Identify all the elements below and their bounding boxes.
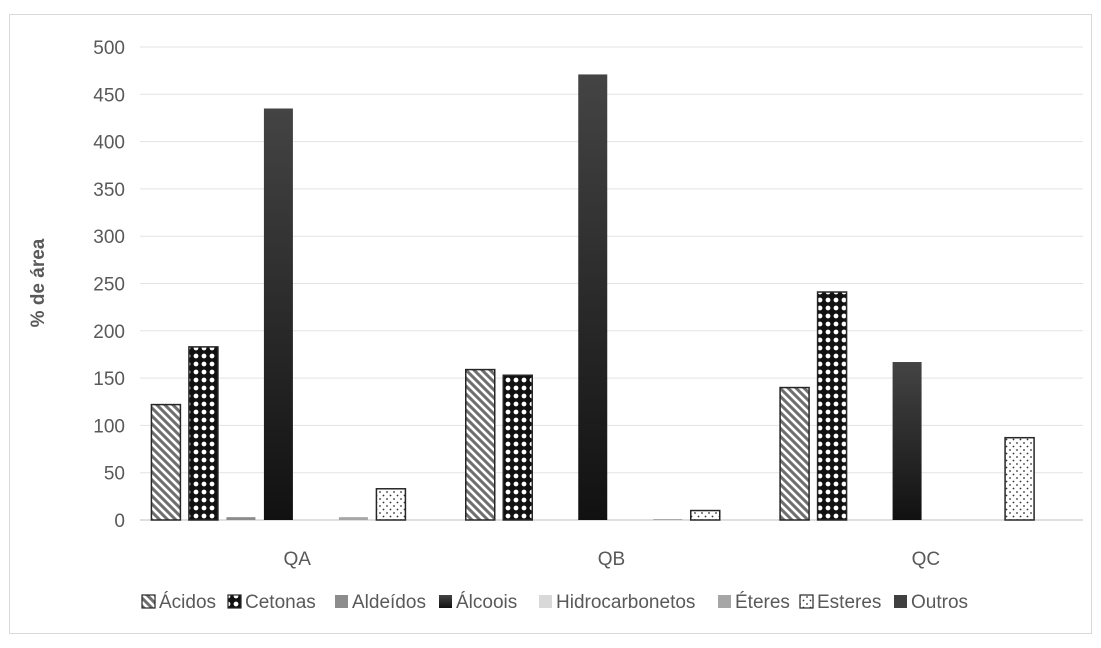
legend-item: Esteres	[799, 592, 881, 613]
bar	[1004, 436, 1035, 521]
legend-swatch	[227, 594, 242, 609]
legend-item: Cetonas	[227, 592, 316, 613]
bar	[653, 519, 683, 520]
bar	[892, 362, 922, 520]
legend-label: Álcoois	[456, 592, 517, 613]
y-tick-label: 100	[93, 416, 125, 437]
legend-label: Esteres	[817, 592, 881, 613]
grid-lines	[140, 46, 1083, 521]
legend-item: Hidrocarbonetos	[539, 592, 695, 613]
legend-label: Hidrocarbonetos	[556, 592, 695, 613]
x-tick-labels: QA QB QC	[283, 549, 940, 570]
legend-swatch	[718, 595, 731, 608]
y-tick-label: 450	[93, 85, 125, 106]
bar	[816, 291, 848, 521]
legend-swatch	[799, 594, 814, 609]
bar	[263, 108, 293, 521]
legend-swatch	[439, 595, 452, 608]
legend-item: Álcoois	[439, 592, 517, 613]
legend-swatch	[539, 595, 552, 608]
y-tick-label: 350	[93, 180, 125, 201]
legend-label: Ácidos	[159, 592, 216, 613]
y-tick-labels: 0 50 100 150 200 250 300 350 400 450 500	[93, 38, 125, 532]
legend-label: Outros	[911, 592, 968, 613]
x-tick-label: QC	[912, 549, 941, 570]
legend-item: Outros	[894, 592, 968, 613]
y-tick-label: 200	[93, 322, 125, 343]
bar	[375, 488, 407, 521]
y-tick-label: 0	[114, 511, 125, 532]
legend-swatch	[335, 595, 348, 608]
bar	[690, 509, 721, 521]
bars	[150, 74, 1035, 521]
legend-swatch	[141, 594, 156, 609]
x-tick-label: QA	[283, 549, 311, 570]
legend-label: Aldeídos	[352, 592, 426, 613]
bar	[226, 517, 256, 520]
y-tick-label: 400	[93, 133, 125, 154]
y-tick-label: 500	[93, 38, 125, 59]
bar	[150, 403, 182, 521]
legend-item: Aldeídos	[335, 592, 426, 613]
legend-item: Éteres	[718, 592, 790, 613]
chart-border	[9, 14, 1092, 634]
bar	[338, 517, 368, 520]
y-tick-label: 50	[104, 464, 125, 485]
bar	[465, 368, 496, 521]
bar	[578, 74, 608, 521]
y-tick-label: 250	[93, 275, 125, 296]
bar	[188, 346, 219, 521]
y-tick-label: 150	[93, 369, 125, 390]
y-tick-label: 300	[93, 227, 125, 248]
bar	[502, 374, 533, 521]
legend-label: Éteres	[735, 592, 790, 613]
legend: Ácidos Cetonas Aldeídos Álcoois Hidrocarbone…	[141, 592, 968, 613]
legend-swatch	[894, 595, 907, 608]
legend-item: Ácidos	[141, 592, 216, 613]
bar	[779, 386, 810, 521]
x-tick-label: QB	[598, 549, 625, 570]
legend-label: Cetonas	[245, 592, 316, 613]
y-axis-label: % de área	[28, 238, 49, 327]
